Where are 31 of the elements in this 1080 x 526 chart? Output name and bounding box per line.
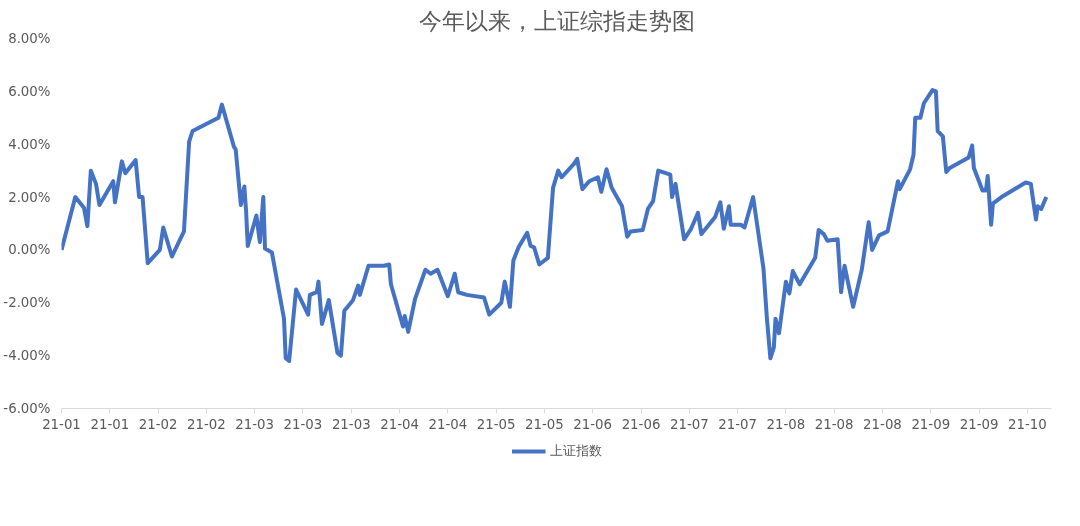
y-tick-label: 2.00% [8, 189, 51, 205]
y-tick-label: -4.00% [3, 348, 51, 364]
y-tick-label: 8.00% [8, 31, 51, 46]
x-tick-label: 21-06 [573, 416, 613, 432]
x-tick-label: 21-05 [476, 416, 516, 432]
x-tick-label: 21-08 [814, 416, 854, 432]
legend-label: 上证指数 [550, 442, 602, 460]
y-tick-label: -6.00% [3, 401, 51, 416]
y-tick-label: 0.00% [8, 242, 51, 258]
x-tick-label: 21-02 [138, 416, 178, 432]
x-tick-label: 21-03 [331, 416, 371, 432]
chart-title: 今年以来，上证综指走势图 [418, 7, 695, 34]
x-tick-label: 21-02 [187, 416, 226, 432]
x-tick-label: 21-07 [718, 416, 757, 432]
x-tick-label: 21-07 [669, 416, 709, 432]
x-tick-label: 21-08 [766, 416, 806, 432]
x-tick-label: 21-04 [428, 416, 468, 432]
x-tick-label: 21-03 [235, 416, 275, 432]
x-tick-label: 21-03 [283, 416, 323, 432]
x-tick-label: 21-06 [621, 416, 661, 432]
x-tick-label: 21-01 [42, 416, 81, 432]
x-tick-label: 21-08 [863, 416, 902, 432]
x-tick-label: 21-09 [959, 416, 999, 432]
x-tick-label: 21-05 [525, 416, 564, 432]
y-tick-label: -2.00% [3, 295, 51, 311]
x-tick-label: 21-04 [380, 416, 419, 432]
x-tick-label: 21-09 [911, 416, 951, 432]
y-tick-label: 6.00% [8, 83, 51, 99]
y-tick-label: 4.00% [8, 136, 51, 152]
x-tick-label: 21-01 [90, 416, 130, 432]
x-tick-label: 21-10 [1007, 416, 1047, 432]
